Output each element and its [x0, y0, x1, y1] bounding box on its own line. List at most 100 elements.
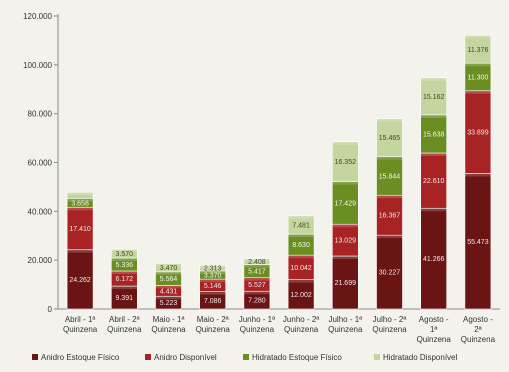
x-category-label: Maio - 2ª — [197, 315, 229, 324]
x-category-label: Quinzena — [417, 335, 452, 344]
legend-swatch — [243, 354, 249, 360]
bar-segment-sheen — [155, 296, 182, 300]
bar-segment-sheen — [420, 153, 447, 157]
x-category-label: Junho - 1ª — [239, 315, 275, 324]
bar-segment-sheen — [67, 249, 94, 253]
bar-segment-sheen — [288, 255, 315, 259]
data-label: 22.610 — [423, 178, 445, 185]
bar-segment — [243, 258, 271, 265]
bar-segment-sheen — [199, 279, 226, 283]
bar-segment-sheen — [464, 90, 491, 94]
bar-segment-sheen — [376, 195, 403, 199]
data-label: 13.029 — [335, 238, 357, 245]
data-label: 33.899 — [467, 130, 489, 137]
data-label: 55.473 — [467, 239, 489, 246]
data-label: 3.470 — [160, 265, 178, 272]
bar-segment-sheen — [288, 279, 315, 283]
data-label: 30.227 — [379, 270, 401, 277]
data-label: 7.481 — [292, 222, 310, 229]
bar-segment — [464, 62, 492, 92]
y-tick-label: 40.000 — [28, 207, 53, 216]
bar-segment-sheen — [332, 256, 359, 260]
bar-segment-sheen — [243, 258, 270, 262]
data-label: 3.370 — [204, 273, 222, 280]
bar-segment-sheen — [464, 63, 491, 67]
data-label: 24.262 — [69, 277, 91, 284]
x-category-label: 2ª — [474, 325, 481, 334]
bar-segment — [420, 152, 448, 209]
data-label: 15.638 — [423, 131, 445, 138]
bar-segment-sheen — [243, 291, 270, 295]
bar-segment-sheen — [199, 270, 226, 274]
x-category-label: Quinzena — [240, 325, 275, 334]
data-label: 16.352 — [335, 159, 357, 166]
x-category-label: Maio - 1ª — [153, 315, 185, 324]
y-tick-label: 0 — [48, 305, 53, 314]
x-category-label: Quinzena — [372, 325, 407, 334]
data-label: 17.410 — [69, 226, 91, 233]
bar-segment-sheen — [464, 173, 491, 177]
x-category-label: Abril - 1ª — [65, 315, 96, 324]
data-label: 15.465 — [379, 135, 401, 142]
data-label: 7.280 — [248, 298, 266, 305]
x-category-label: Junho - 2ª — [283, 315, 319, 324]
data-label: 3.658 — [71, 200, 89, 207]
data-label: 15.844 — [379, 173, 401, 180]
bar-segment-sheen — [464, 35, 491, 39]
bar-segment-sheen — [420, 114, 447, 118]
x-category-label: Quinzena — [107, 325, 142, 334]
legend-label: Anidro Disponível — [154, 353, 217, 362]
bar-segment-sheen — [243, 277, 270, 281]
bar-segment — [420, 207, 448, 310]
bar-segment-sheen — [332, 224, 359, 228]
data-label: 5.564 — [160, 276, 178, 283]
x-category-label: Quinzena — [63, 325, 98, 334]
data-label: 7.086 — [204, 298, 222, 305]
bar-segment — [376, 156, 403, 196]
data-label: 16.367 — [379, 213, 401, 220]
data-label: 10.042 — [290, 265, 312, 272]
data-label: 15.162 — [423, 94, 445, 101]
bar-segment — [287, 215, 315, 235]
data-label: 17.429 — [335, 200, 357, 207]
x-category-label: Abril - 2ª — [109, 315, 140, 324]
bar-segment-sheen — [155, 263, 182, 267]
x-category-label: Quinzena — [328, 325, 363, 334]
x-category-label: Quinzena — [196, 325, 231, 334]
data-label: 3.570 — [116, 251, 134, 258]
data-label: 2.408 — [248, 259, 266, 266]
bar-segment-sheen — [111, 257, 138, 261]
bar-segment-sheen — [420, 77, 447, 81]
bar-segment — [331, 223, 359, 257]
bar-segment — [464, 173, 492, 310]
bar-segment — [376, 118, 403, 157]
y-tick-label: 20.000 — [28, 256, 53, 265]
bar-segment-sheen — [288, 234, 315, 238]
bar-segment-sheen — [67, 207, 94, 211]
bar-segment — [376, 194, 403, 236]
bar-segment — [287, 279, 315, 310]
data-label: 5.223 — [160, 300, 178, 307]
bar-segment — [199, 264, 226, 272]
bar-segment — [287, 254, 315, 280]
bar-segment-sheen — [332, 141, 359, 145]
legend-swatch — [32, 354, 38, 360]
x-category-label: Julho - 1ª — [328, 315, 362, 324]
y-tick-label: 120.000 — [23, 12, 52, 21]
x-category-label: Julho - 2ª — [373, 315, 407, 324]
bar-segment-sheen — [332, 181, 359, 185]
x-category-label: Agosto - — [463, 315, 493, 324]
bar-segment-sheen — [243, 264, 270, 268]
data-label: 5.336 — [116, 262, 134, 269]
bar-segment-sheen — [155, 271, 182, 275]
bar-segment-sheen — [288, 215, 315, 219]
bar-segment-sheen — [376, 235, 403, 239]
x-category-label: Quinzena — [151, 325, 186, 334]
bar-segment-sheen — [420, 208, 447, 212]
bar-segment — [420, 77, 448, 116]
bar-segment-sheen — [67, 192, 94, 196]
legend-swatch — [145, 354, 151, 360]
bar-segment-sheen — [199, 265, 226, 269]
y-tick-label: 100.000 — [23, 61, 52, 70]
